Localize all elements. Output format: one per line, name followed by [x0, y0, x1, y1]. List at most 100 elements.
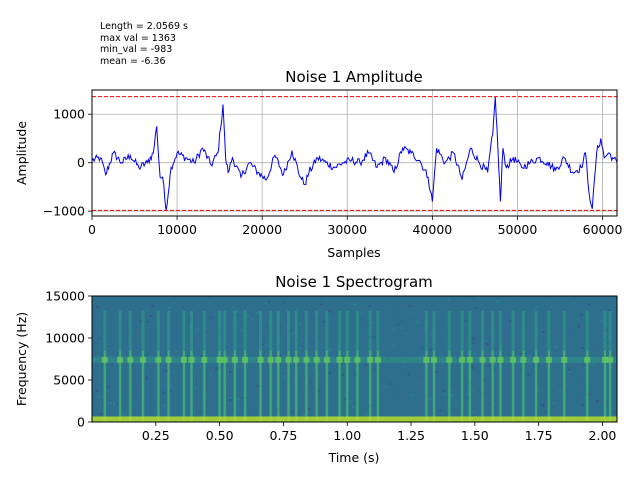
- spectrogram-burst: [534, 311, 538, 422]
- spectrogram-noise-cell: [96, 305, 100, 308]
- spectrogram-noise-cell: [509, 320, 513, 323]
- spectrogram-burst: [432, 311, 436, 422]
- spectrogram-burst: [128, 311, 132, 422]
- spectrogram-noise-cell: [471, 342, 475, 345]
- spectrogram-noise-cell: [309, 343, 313, 346]
- spectrogram-tonal-blob: [344, 356, 351, 363]
- spectrogram-noise-cell: [487, 364, 491, 367]
- spectrogram-noise-cell: [208, 296, 211, 299]
- spectrogram-tonal-blob: [561, 356, 568, 363]
- spectrogram-noise-cell: [435, 371, 439, 373]
- spectrogram-burst: [233, 311, 237, 422]
- spectrogram-noise-cell: [488, 335, 492, 338]
- spectrogram-noise-cell: [364, 413, 368, 416]
- spectrogram-noise-cell: [106, 369, 110, 372]
- spectrogram-burst-core: [425, 351, 428, 422]
- spectrogram-burst-core: [223, 351, 226, 422]
- spectrogram-noise-cell: [327, 310, 331, 313]
- spectrogram-noise-cell: [579, 313, 583, 316]
- spectrogram-noise-cell: [162, 404, 166, 407]
- spectrogram-noise-cell: [310, 315, 314, 318]
- spectrogram-noise-cell: [478, 309, 482, 312]
- spectrogram-noise-cell: [607, 309, 611, 312]
- spectrogram-noise-cell: [267, 300, 271, 303]
- spectrogram-noise-cell: [483, 355, 487, 358]
- spectrogram-burst-core: [203, 351, 206, 422]
- spectrogram-noise-cell: [309, 382, 313, 384]
- spectrogram-tonal-blob: [180, 356, 187, 363]
- spectrogram-burst-core: [259, 351, 262, 422]
- amplitude-ticks: 0 10000 20000 30000 40000 50000 60000−10000100…: [43, 107, 623, 237]
- spectrogram-tonal-blob: [275, 356, 282, 363]
- spectrogram-noise-cell: [471, 338, 475, 341]
- spectrogram-noise-cell: [229, 399, 232, 401]
- spectrogram-x-tick-label: 2.00: [589, 428, 617, 443]
- spectrogram-noise-cell: [568, 328, 571, 331]
- spectrogram-noise-cell: [409, 312, 413, 315]
- spectrogram-noise-cell: [541, 404, 545, 407]
- spectrogram-noise-cell: [92, 341, 96, 344]
- spectrogram-burst-core: [369, 351, 372, 422]
- spectrogram-noise-cell: [107, 345, 111, 348]
- spectrogram-tonal-blob: [323, 356, 330, 363]
- spectrogram-noise-cell: [470, 364, 474, 367]
- spectrogram-noise-cell: [363, 364, 367, 367]
- spectrogram-tonal-blob: [293, 356, 300, 363]
- spectrogram-burst: [424, 311, 428, 422]
- spectrogram-noise-cell: [195, 357, 199, 360]
- spectrogram-noise-cell: [261, 343, 265, 346]
- spectrogram-noise-cell: [405, 354, 408, 357]
- spectrogram-x-tick-label: 0.50: [206, 428, 234, 443]
- spectrogram-burst: [276, 311, 280, 422]
- spectrogram-noise-cell: [566, 371, 570, 374]
- spectrogram-noise-cell: [97, 395, 101, 398]
- spectrogram-noise-cell: [319, 409, 323, 412]
- spectrogram-noise-cell: [536, 390, 540, 393]
- spectrogram-noise-cell: [400, 327, 404, 330]
- spectrogram-noise-cell: [92, 306, 96, 308]
- spectrogram-noise-cell: [383, 386, 387, 388]
- spectrogram-noise-cell: [555, 345, 559, 348]
- spectrogram-noise-cell: [162, 391, 166, 394]
- spectrogram-tonal-blob: [354, 356, 361, 363]
- spectrogram-noise-cell: [197, 411, 201, 414]
- spectrogram-noise-cell: [372, 360, 375, 363]
- spectrogram-burst: [338, 311, 342, 422]
- spectrogram-noise-cell: [239, 329, 243, 332]
- spectrogram-tonal-blob: [117, 356, 124, 363]
- spectrogram-burst: [481, 311, 484, 422]
- spectrogram-noise-cell: [105, 363, 109, 366]
- spectrogram-burst-core: [119, 351, 122, 422]
- spectrogram-burst-core: [277, 351, 280, 422]
- spectrogram-noise-cell: [317, 308, 321, 311]
- spectrogram-noise-cell: [282, 375, 286, 378]
- spectrogram-noise-cell: [231, 306, 235, 309]
- spectrogram-noise-cell: [186, 360, 190, 362]
- spectrogram-tonal-blob: [201, 356, 208, 363]
- spectrogram-noise-cell: [400, 319, 404, 322]
- spectrogram-burst: [304, 311, 308, 422]
- spectrogram-noise-cell: [466, 397, 470, 400]
- spectrogram-noise-cell: [278, 326, 282, 329]
- spectrogram-noise-cell: [309, 387, 312, 390]
- spectrogram-tonal-blob: [140, 356, 146, 363]
- spectrogram-noise-cell: [407, 373, 411, 376]
- spectrogram-noise-cell: [494, 347, 498, 350]
- spectrogram-chart: Noise 1 Spectrogram 0.25 0.50 0.75 1.00 1.25…: [14, 273, 618, 465]
- spectrogram-burst-core: [491, 351, 494, 422]
- amplitude-title: Noise 1 Amplitude: [285, 68, 423, 86]
- spectrogram-noise-cell: [437, 310, 441, 313]
- spectrogram-noise-cell: [298, 323, 302, 326]
- spectrogram-noise-cell: [186, 320, 190, 323]
- spectrogram-noise-cell: [543, 411, 547, 414]
- spectrogram-noise-cell: [302, 413, 306, 416]
- spectrogram-noise-cell: [101, 404, 105, 407]
- spectrogram-noise-cell: [133, 302, 137, 304]
- spectrogram-noise-cell: [321, 321, 325, 324]
- spectrogram-burst: [269, 311, 273, 422]
- spectrogram-noise-cell: [257, 384, 261, 387]
- spectrogram-noise-cell: [447, 298, 451, 301]
- spectrogram-noise-cell: [396, 301, 399, 304]
- spectrogram-noise-cell: [567, 325, 571, 328]
